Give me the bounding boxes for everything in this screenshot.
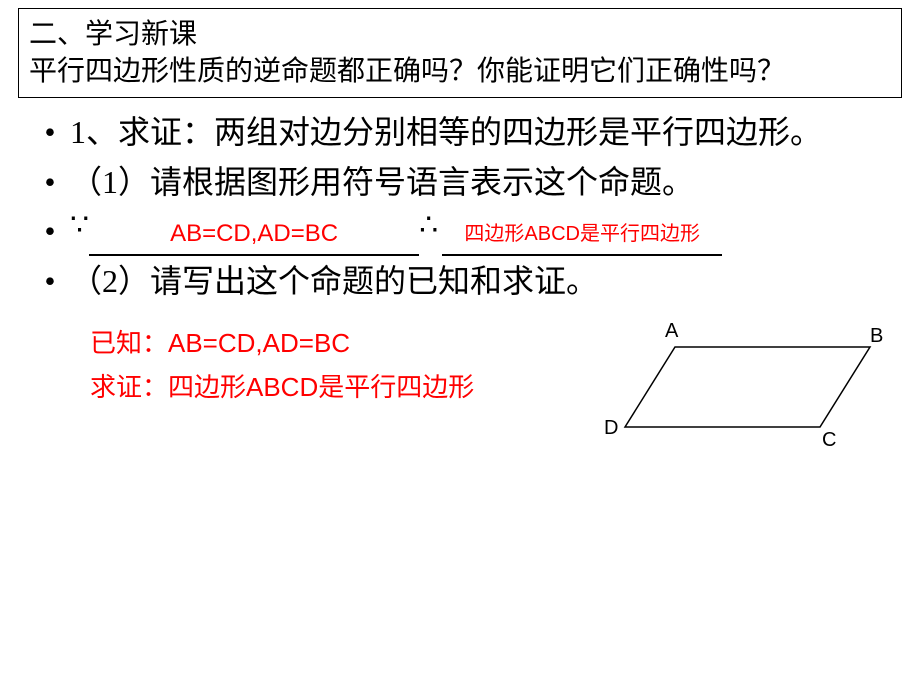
content-area: • 1、求证：两组对边分别相等的四边形是平行四边形。 • （1）请根据图形用符号…	[0, 98, 920, 306]
parallelogram-diagram: A B C D	[590, 317, 890, 467]
vertex-B: B	[870, 325, 883, 348]
line-3-text: （2）请写出这个命题的已知和求证。	[70, 257, 890, 307]
bullet-icon: •	[30, 158, 70, 208]
line-1-text: 1、求证：两组对边分别相等的四边形是平行四边形。	[70, 108, 890, 158]
line-3: • （2）请写出这个命题的已知和求证。	[30, 257, 890, 307]
parallelogram-shape	[625, 347, 870, 427]
blank-2: 四边形ABCD是平行四边形	[442, 220, 722, 256]
line-2-text: （1）请根据图形用符号语言表示这个命题。	[70, 158, 890, 208]
parallelogram-svg	[590, 317, 890, 467]
vertex-C: C	[822, 429, 836, 452]
known-line: 已知：AB=CD,AD=BC	[90, 321, 570, 365]
prove-line: 求证：四边形ABCD是平行四边形	[90, 365, 570, 409]
section-title: 二、学习新课	[29, 17, 891, 53]
vertex-D: D	[604, 417, 618, 440]
blank-1-answer: AB=CD,AD=BC	[89, 215, 419, 252]
header-box: 二、学习新课 平行四边形性质的逆命题都正确吗？你能证明它们正确性吗？	[18, 8, 902, 98]
blank-1: AB=CD,AD=BC	[89, 220, 419, 256]
line-1: • 1、求证：两组对边分别相等的四边形是平行四边形。	[30, 108, 890, 158]
bottom-section: 已知：AB=CD,AD=BC 求证：四边形ABCD是平行四边形 A B C D	[0, 307, 920, 409]
line-2: • （1）请根据图形用符号语言表示这个命题。	[30, 158, 890, 208]
line-blanks: • ∵ AB=CD,AD=BC ∴ 四边形ABCD是平行四边形	[30, 207, 890, 257]
section-question: 平行四边形性质的逆命题都正确吗？你能证明它们正确性吗？	[29, 53, 891, 91]
vertex-A: A	[665, 320, 678, 343]
bullet-icon: •	[30, 257, 70, 307]
bullet-icon: •	[30, 207, 70, 257]
blank-2-answer: 四边形ABCD是平行四边形	[442, 219, 722, 250]
blanks-row: ∵ AB=CD,AD=BC ∴ 四边形ABCD是平行四边形	[70, 209, 722, 256]
because-symbol: ∵	[70, 203, 89, 250]
therefore-symbol: ∴	[419, 203, 438, 250]
bullet-icon: •	[30, 108, 70, 158]
